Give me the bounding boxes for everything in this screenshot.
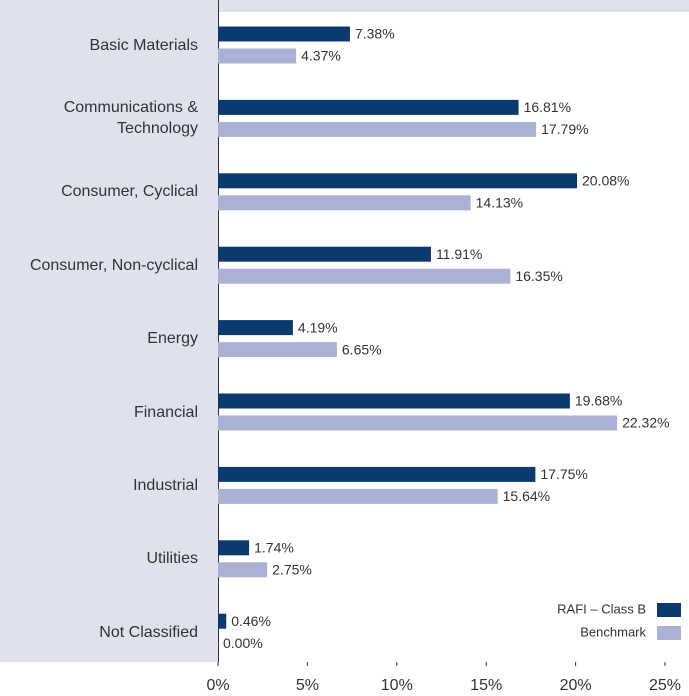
bar [218,99,519,115]
x-tick-label: 0% [206,677,229,694]
value-label: 19.68% [575,393,622,409]
bar [218,562,268,578]
category-label: Energy [147,330,198,348]
x-tick-label: 10% [381,677,413,694]
bar [218,613,227,629]
category-label: Communications & Technology [63,99,198,138]
value-label: 2.75% [272,562,312,578]
bar [218,415,618,431]
category-box: Utilities [0,529,198,589]
value-label: 6.65% [342,341,382,357]
value-label: 1.74% [254,540,294,556]
x-tick-label: 15% [470,677,502,694]
bar [218,48,297,64]
legend-label: Benchmark [580,624,646,639]
value-label: 14.13% [476,195,523,211]
legend-swatch [657,626,681,640]
value-label: 7.38% [355,26,395,42]
category-box: Financial [0,382,198,442]
value-label: 16.81% [524,99,571,115]
category-box: Not Classified [0,602,198,662]
bar [218,195,471,211]
bar [218,466,536,482]
value-label: 0.00% [223,635,263,651]
bar [218,246,431,262]
bar [218,488,498,504]
category-label: Financial [133,403,198,421]
bar [218,173,578,189]
legend-swatch [657,603,681,617]
category-box: Consumer, Cyclical [0,162,198,222]
value-label: 0.46% [231,613,271,629]
category-box: Industrial [0,455,198,515]
bar [218,26,350,42]
value-label: 17.75% [540,466,587,482]
category-label: Consumer, Cyclical [61,183,198,201]
x-tick-label: 25% [649,677,681,694]
bar [218,121,537,137]
bar [218,320,293,336]
category-box: Communications & Technology [0,88,198,148]
value-label: 4.19% [298,319,338,335]
category-label: Not Classified [99,623,198,641]
value-label: 16.35% [515,268,562,284]
category-label: Consumer, Non-cyclical [29,256,198,274]
plot-area [218,12,689,662]
bar [218,342,337,358]
bar [218,540,250,556]
value-label: 15.64% [503,488,550,504]
category-label: Basic Materials [89,36,198,54]
category-box: Basic Materials [0,15,198,75]
value-label: 17.79% [541,121,588,137]
value-label: 11.91% [436,246,482,262]
bar [218,393,570,409]
category-box: Consumer, Non-cyclical [0,235,198,295]
category-box: Energy [0,309,198,369]
value-label: 20.08% [582,173,629,189]
legend-label: RAFI – Class B [557,601,646,616]
x-tick-label: 20% [560,677,592,694]
value-label: 22.32% [622,415,669,431]
category-label: Utilities [146,550,198,568]
category-label: Industrial [133,476,198,494]
x-tick-label: 5% [296,677,319,694]
value-label: 4.37% [301,48,341,64]
bar [218,268,511,284]
